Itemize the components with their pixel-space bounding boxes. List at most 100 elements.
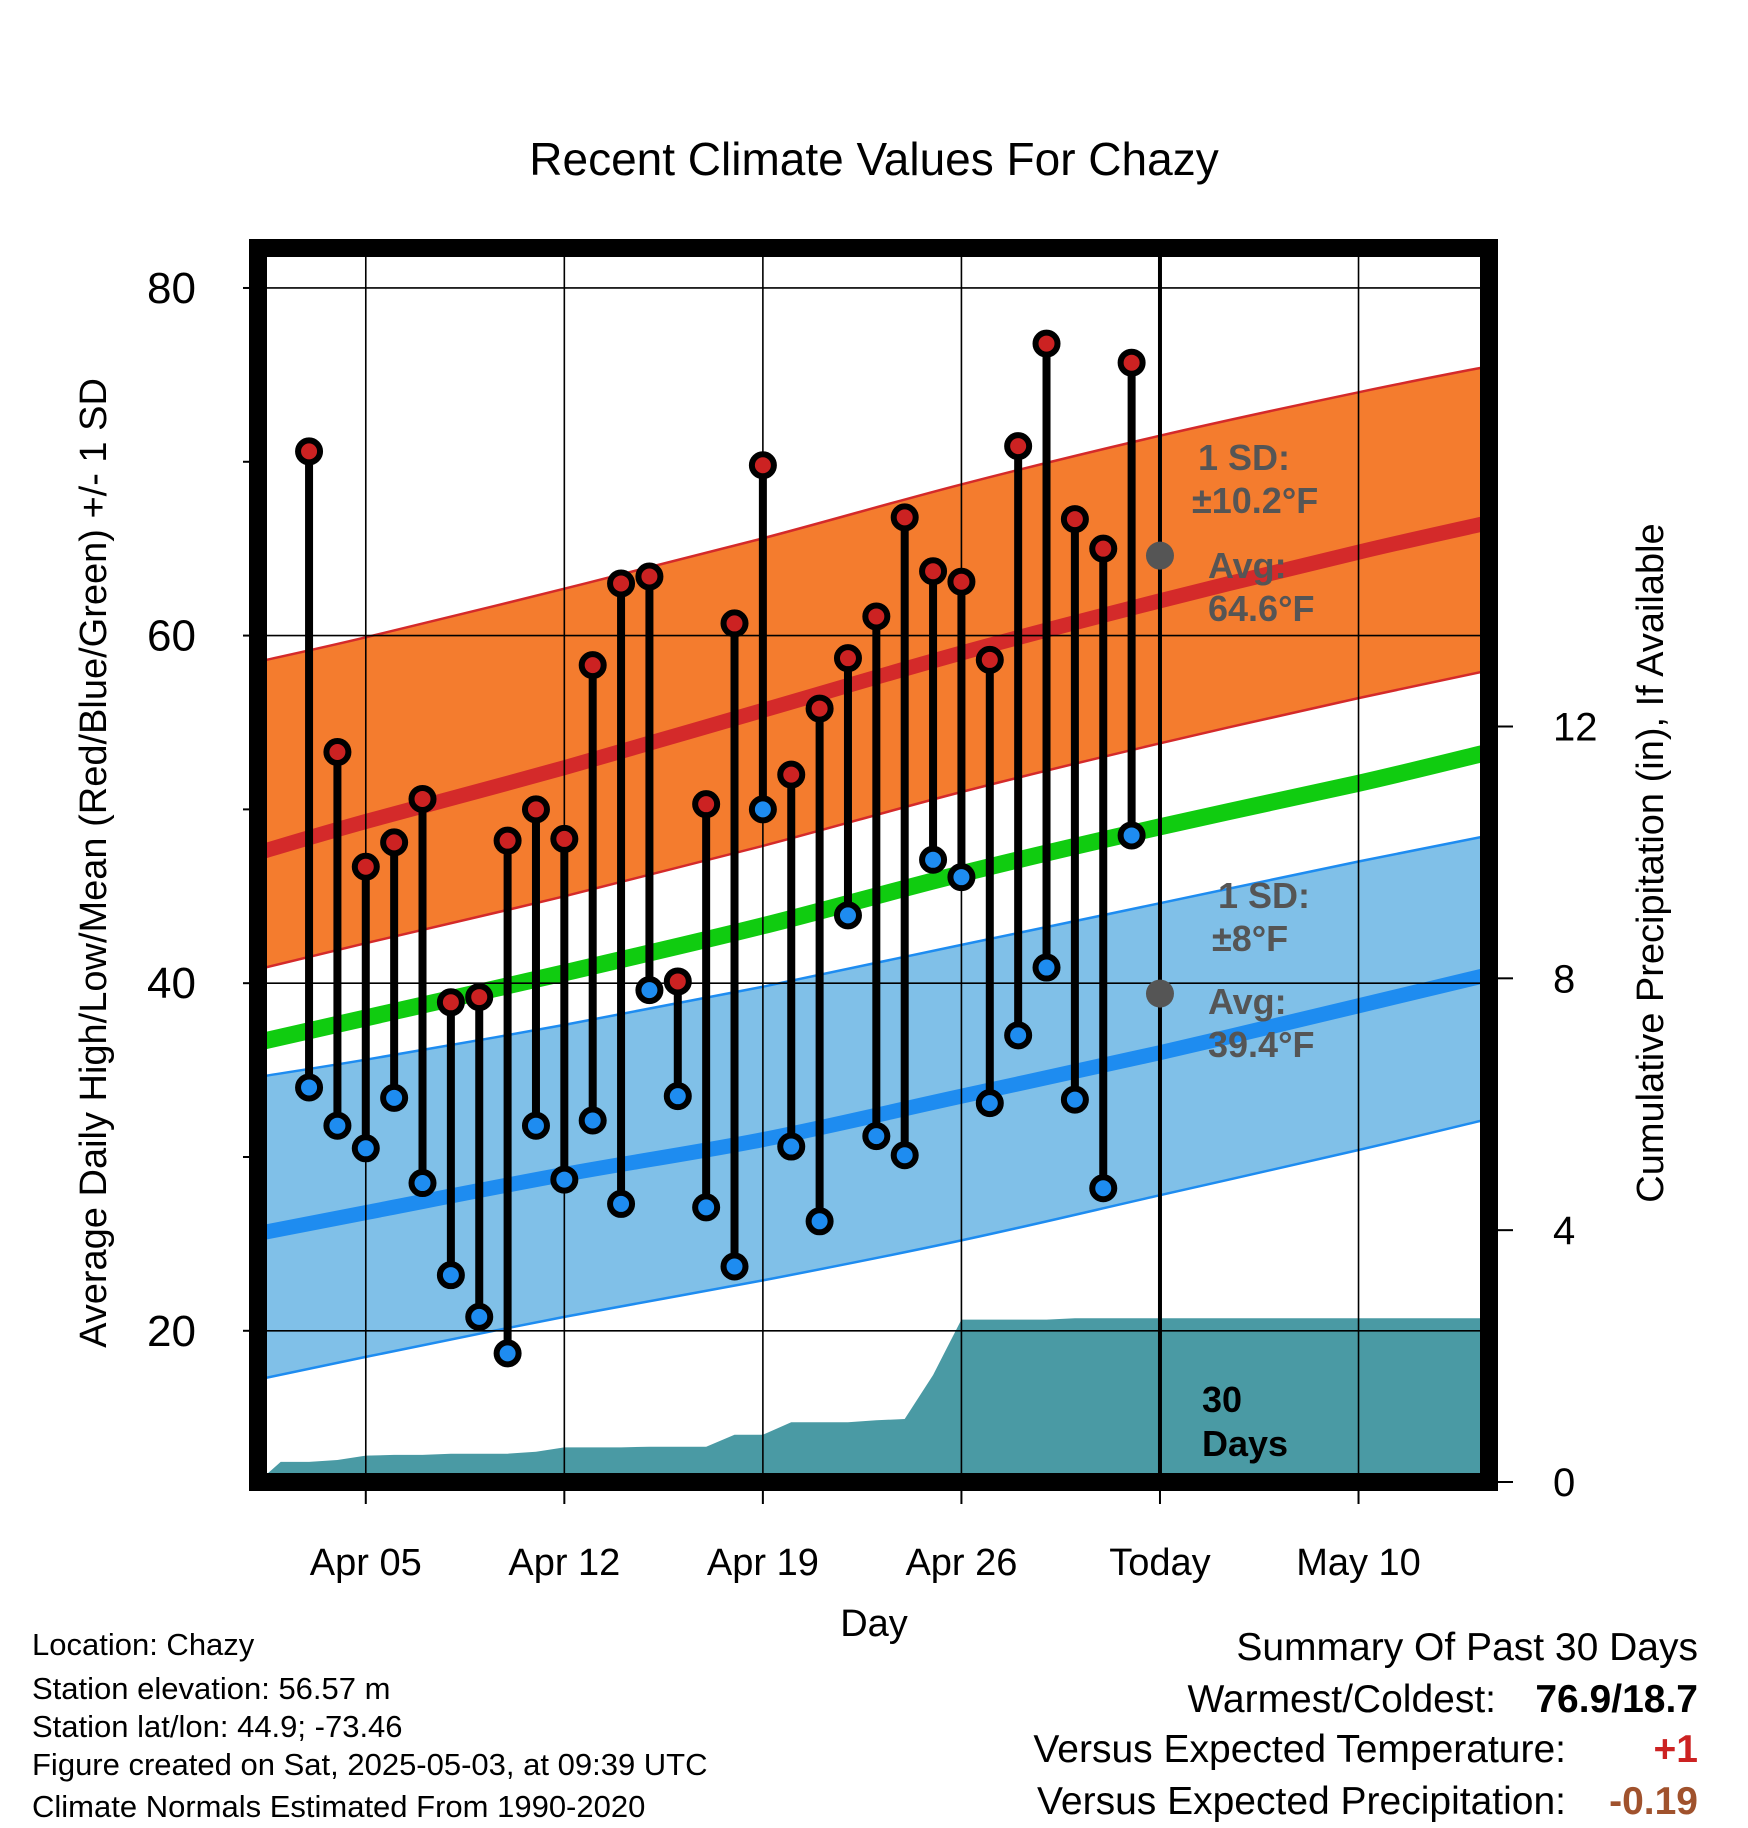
annotations: 1 SD: ±10.2°F Avg: 64.6°F 1 SD: ±8°F Avg… — [1192, 437, 1318, 1464]
daily-bars — [295, 329, 1146, 1368]
y-tick-label: 40 — [147, 959, 196, 1008]
y2-tick-label: 12 — [1553, 705, 1598, 749]
high-point — [692, 790, 721, 819]
normal-low-line — [258, 967, 1489, 1241]
summary-warm-cold-value: 76.9/18.7 — [1535, 1678, 1698, 1721]
x-tick-label: Apr 05 — [310, 1542, 422, 1584]
y-tick-label: 60 — [147, 612, 196, 661]
high-point — [1060, 505, 1089, 534]
high-point — [919, 557, 948, 586]
high-avg-label: Avg: — [1208, 545, 1287, 586]
low-point — [862, 1122, 891, 1151]
info-latlon: Station lat/lon: 44.9; -73.46 — [32, 1709, 403, 1744]
y2-tick-label: 0 — [1553, 1461, 1575, 1505]
high-point — [436, 988, 465, 1017]
low-point — [1089, 1174, 1118, 1203]
plot-border — [249, 239, 1498, 1491]
low-point — [295, 1073, 324, 1102]
low-avg-label: Avg: — [1208, 981, 1287, 1022]
low-point — [947, 863, 976, 892]
low-point — [1032, 953, 1061, 982]
summary-warm-cold-label: Warmest/Coldest: — [1188, 1678, 1496, 1721]
high-point — [635, 562, 664, 591]
high-point — [465, 983, 494, 1012]
low-point — [663, 1082, 692, 1111]
low-point — [323, 1111, 352, 1140]
low-point — [919, 845, 948, 874]
low-point — [833, 901, 862, 930]
y2-tick-label: 8 — [1553, 957, 1575, 1001]
high-sd-label: 1 SD: — [1198, 437, 1290, 478]
low-point — [521, 1111, 550, 1140]
x-tick-label: May 10 — [1296, 1542, 1421, 1584]
x-tick-label: Today — [1109, 1542, 1210, 1584]
high-point — [720, 609, 749, 638]
summary-temp-label: Versus Expected Temperature: — [1033, 1728, 1566, 1771]
y-tick-label: 20 — [147, 1307, 196, 1356]
x-tick-label: Apr 12 — [508, 1542, 620, 1584]
high-point — [295, 437, 324, 466]
low-point — [748, 795, 777, 824]
info-normals: Climate Normals Estimated From 1990-2020 — [32, 1789, 645, 1824]
high-point — [890, 503, 919, 532]
high-point — [975, 645, 1004, 674]
low-point — [1117, 821, 1146, 850]
y2-tick-label: 4 — [1553, 1209, 1575, 1253]
today-layer — [1145, 248, 1174, 1482]
low-point — [465, 1302, 494, 1331]
cumulative-precip-area — [258, 1318, 1489, 1482]
low-point — [890, 1141, 919, 1170]
summary-panel: Summary Of Past 30 Days Warmest/Coldest:… — [1033, 1626, 1698, 1823]
high-point — [1004, 432, 1033, 461]
high-point — [833, 644, 862, 673]
low-point — [1060, 1085, 1089, 1114]
low-point — [550, 1165, 579, 1194]
low-point — [777, 1132, 806, 1161]
low-sd-label: 1 SD: — [1218, 875, 1310, 916]
summary-precip-value: -0.19 — [1609, 1780, 1698, 1823]
high-point — [862, 602, 891, 631]
high-point — [607, 569, 636, 598]
high-point — [521, 795, 550, 824]
low-point — [975, 1089, 1004, 1118]
precipitation-layer — [258, 1318, 1489, 1482]
today-high-avg-dot — [1145, 541, 1174, 570]
high-point — [493, 826, 522, 855]
low-band-lower-edge — [258, 1117, 1489, 1381]
summary-temp-value: +1 — [1654, 1728, 1698, 1771]
x-tick-label: Apr 19 — [707, 1542, 819, 1584]
low-point — [720, 1252, 749, 1281]
station-info: Location: Chazy Station elevation: 56.57… — [32, 1627, 708, 1824]
low-point — [351, 1134, 380, 1163]
high-point — [805, 694, 834, 723]
high-point — [1117, 348, 1146, 377]
chart-title: Recent Climate Values For Chazy — [529, 133, 1218, 185]
low-point — [380, 1083, 409, 1112]
low-point — [578, 1106, 607, 1135]
y-axis-label: Average Daily High/Low/Mean (Red/Blue/Gr… — [73, 378, 115, 1348]
high-point — [380, 828, 409, 857]
high-sd-value: ±10.2°F — [1192, 480, 1318, 521]
x-tick-label: Apr 26 — [905, 1542, 1017, 1584]
high-point — [1032, 329, 1061, 358]
low-point — [692, 1193, 721, 1222]
low-point — [805, 1207, 834, 1236]
high-point — [351, 852, 380, 881]
low-avg-value: 39.4°F — [1208, 1024, 1314, 1065]
high-point — [550, 824, 579, 853]
y2-axis-label: Cumulative Precipitation (in), If Availa… — [1630, 523, 1672, 1202]
high-point — [777, 760, 806, 789]
y-tick-label: 80 — [147, 264, 196, 313]
info-created: Figure created on Sat, 2025-05-03, at 09… — [32, 1747, 708, 1782]
info-location: Location: Chazy — [32, 1627, 255, 1662]
info-elevation: Station elevation: 56.57 m — [32, 1671, 390, 1706]
high-point — [578, 651, 607, 680]
plot-frame — [249, 239, 1498, 1491]
low-point — [436, 1261, 465, 1290]
axes: Apr 05 Apr 12 Apr 19 Apr 26 Today May 1020406… — [147, 264, 1597, 1584]
high-point — [947, 567, 976, 596]
days-label-number: 30 — [1202, 1379, 1242, 1420]
low-point — [607, 1189, 636, 1218]
today-low-avg-dot — [1145, 979, 1174, 1008]
